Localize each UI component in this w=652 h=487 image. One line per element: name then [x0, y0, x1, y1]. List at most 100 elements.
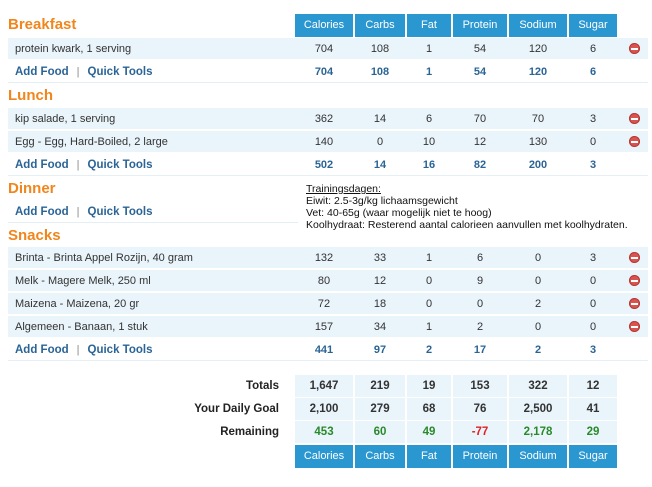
quick-tools-link[interactable]: Quick Tools [87, 205, 153, 218]
total-fat: 19 [407, 375, 451, 397]
food-protein: 12 [473, 135, 487, 148]
delete-food-icon[interactable] [629, 275, 640, 286]
subtotal-carbs: 14 [373, 158, 387, 171]
food-calories: 72 [317, 297, 331, 310]
food-fat: 1 [425, 42, 433, 55]
food-carbs: 108 [370, 42, 390, 55]
link-separator: | [76, 343, 80, 356]
food-row: Algemeen - Banaan, 1 stuk 157 34 1 2 0 0 [8, 316, 648, 338]
food-row: Melk - Magere Melk, 250 ml 80 12 0 9 0 0 [8, 270, 648, 292]
column-header-top: Calories Carbs Fat Protein Sodium Sugar [295, 14, 619, 37]
food-row: protein kwark, 1 serving 704 108 1 54 12… [8, 38, 648, 60]
link-separator: | [76, 158, 80, 171]
goal-carbs: 279 [355, 398, 405, 420]
note-heading: Trainingsdagen: [306, 183, 381, 195]
food-sugar: 0 [589, 135, 597, 148]
food-protein: 9 [476, 274, 484, 287]
col-calories: Calories [295, 445, 353, 468]
col-sugar: Sugar [569, 445, 617, 468]
meal-title-snacks: Snacks [8, 227, 61, 244]
food-name[interactable]: protein kwark, 1 serving [15, 42, 132, 55]
remaining-carbs: 60 [355, 421, 405, 443]
food-calories: 704 [314, 42, 334, 55]
subtotal-carbs: 97 [373, 343, 387, 356]
subtotal-sugar: 3 [589, 343, 597, 356]
goal-sugar: 41 [569, 398, 617, 420]
food-name[interactable]: Maizena - Maizena, 20 gr [15, 297, 140, 310]
food-protein: 0 [476, 297, 484, 310]
food-name[interactable]: Melk - Magere Melk, 250 ml [15, 274, 151, 287]
food-carbs: 12 [373, 274, 387, 287]
food-protein: 6 [476, 251, 484, 264]
delete-food-icon[interactable] [629, 43, 640, 54]
remaining-label: Remaining [220, 426, 279, 438]
delete-food-icon[interactable] [629, 252, 640, 263]
food-row: Egg - Egg, Hard-Boiled, 2 large 140 0 10… [8, 131, 648, 153]
col-calories: Calories [295, 14, 353, 37]
food-name[interactable]: kip salade, 1 serving [15, 112, 116, 125]
food-carbs: 18 [373, 297, 387, 310]
delete-food-icon[interactable] [629, 136, 640, 147]
total-protein: 153 [453, 375, 507, 397]
food-name[interactable]: Egg - Egg, Hard-Boiled, 2 large [15, 135, 168, 148]
meal-subtotal-row: Add Food | Quick Tools 441 97 2 17 2 3 [8, 339, 648, 361]
meal-subtotal-row: Add Food | Quick Tools [8, 201, 298, 223]
subtotal-fat: 16 [422, 158, 436, 171]
note-line: Eiwit: 2.5-3g/kg lichaamsgewicht [306, 195, 458, 207]
col-fat: Fat [407, 445, 451, 468]
delete-food-icon[interactable] [629, 298, 640, 309]
food-sugar: 3 [589, 112, 597, 125]
goal-protein: 76 [453, 398, 507, 420]
link-separator: | [76, 205, 80, 218]
subtotal-fat: 2 [425, 343, 433, 356]
food-fat: 1 [425, 320, 433, 333]
food-calories: 157 [314, 320, 334, 333]
col-sodium: Sodium [509, 14, 567, 37]
col-carbs: Carbs [355, 14, 405, 37]
food-sodium: 0 [534, 320, 542, 333]
food-calories: 362 [314, 112, 334, 125]
col-fat: Fat [407, 14, 451, 37]
total-calories: 1,647 [295, 375, 353, 397]
subtotal-sugar: 3 [589, 158, 597, 171]
food-carbs: 34 [373, 320, 387, 333]
daily-goal-row: Your Daily Goal 2,100 279 68 76 2,500 41 [0, 398, 652, 420]
food-row: kip salade, 1 serving 362 14 6 70 70 3 [8, 108, 648, 130]
subtotal-sodium: 200 [528, 158, 548, 171]
food-carbs: 0 [376, 135, 384, 148]
totals-label: Totals [245, 380, 279, 392]
training-note: Trainingsdagen: Eiwit: 2.5-3g/kg lichaam… [306, 183, 628, 231]
add-food-link[interactable]: Add Food [15, 205, 69, 218]
food-protein: 70 [473, 112, 487, 125]
quick-tools-link[interactable]: Quick Tools [87, 65, 153, 78]
remaining-fat: 49 [407, 421, 451, 443]
add-food-link[interactable]: Add Food [15, 158, 69, 171]
daily-goal-label: Your Daily Goal [194, 403, 279, 415]
add-food-link[interactable]: Add Food [15, 65, 69, 78]
food-fat: 0 [425, 274, 433, 287]
col-protein: Protein [453, 445, 507, 468]
food-fat: 6 [425, 112, 433, 125]
food-sugar: 6 [589, 42, 597, 55]
subtotal-sodium: 120 [528, 65, 548, 78]
subtotal-calories: 502 [314, 158, 334, 171]
quick-tools-link[interactable]: Quick Tools [87, 158, 153, 171]
delete-food-icon[interactable] [629, 113, 640, 124]
subtotal-protein: 17 [473, 343, 487, 356]
remaining-sodium: 2,178 [509, 421, 567, 443]
goal-calories: 2,100 [295, 398, 353, 420]
food-protein: 54 [473, 42, 487, 55]
add-food-link[interactable]: Add Food [15, 343, 69, 356]
food-sugar: 3 [589, 251, 597, 264]
total-sugar: 12 [569, 375, 617, 397]
meal-title-breakfast: Breakfast [8, 16, 77, 33]
food-row: Brinta - Brinta Appel Rozijn, 40 gram 13… [8, 247, 648, 269]
subtotal-protein: 54 [473, 65, 487, 78]
quick-tools-link[interactable]: Quick Tools [87, 343, 153, 356]
food-name[interactable]: Brinta - Brinta Appel Rozijn, 40 gram [15, 251, 193, 264]
delete-food-icon[interactable] [629, 321, 640, 332]
food-name[interactable]: Algemeen - Banaan, 1 stuk [15, 320, 148, 333]
total-carbs: 219 [355, 375, 405, 397]
subtotal-calories: 704 [314, 65, 334, 78]
remaining-protein: -77 [453, 421, 507, 443]
